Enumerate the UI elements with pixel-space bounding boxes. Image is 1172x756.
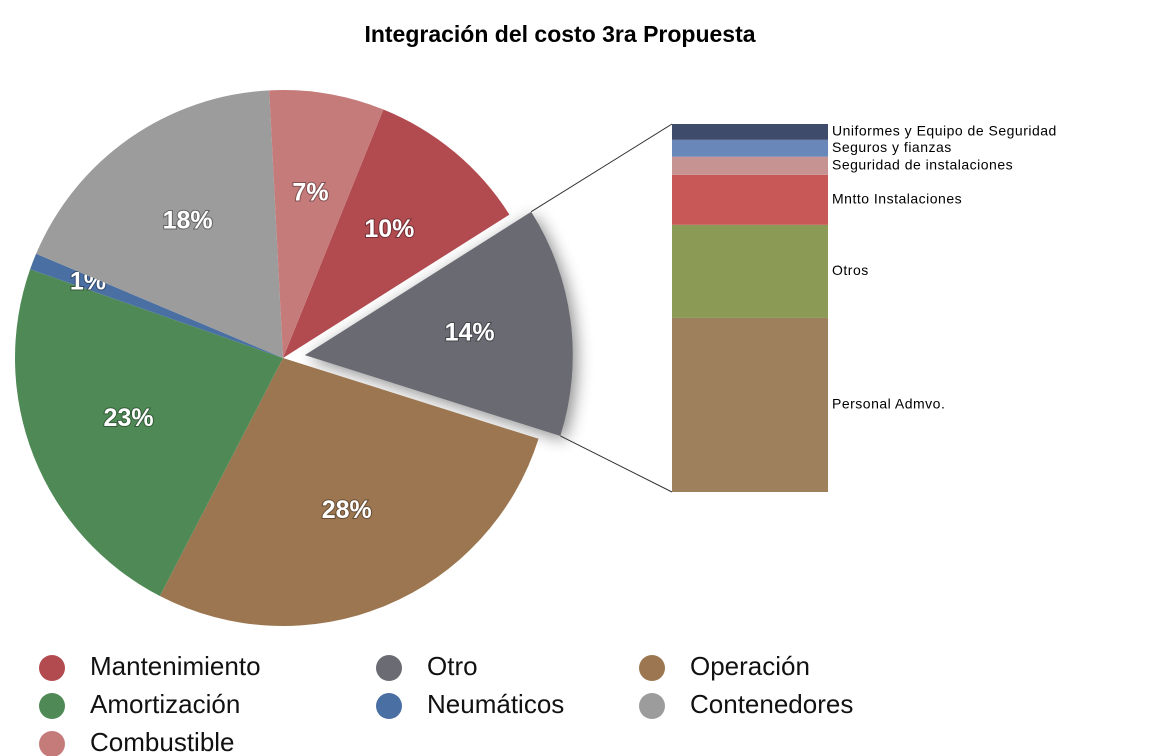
legend-swatch [376,693,402,719]
legend-label: Operación [690,651,810,681]
legend-label: Combustible [90,727,235,756]
legend-label: Contenedores [690,689,853,719]
legend-label: Mantenimiento [90,651,261,681]
segment-label: Seguridad de instalaciones [832,156,1013,172]
segment-label: Otros [832,262,869,278]
pie-slice [30,253,283,358]
pie-slice [269,89,384,358]
connector [560,435,673,493]
segment-label: Mntto Instalaciones [832,191,962,207]
legend-swatch [639,693,665,719]
bar-segment [672,224,828,318]
slice-label: 14% [445,318,495,346]
bar-segment [672,139,828,157]
pie-slice [283,109,510,358]
slice-label: 28% [322,496,372,524]
legend-swatch [376,655,402,681]
connector [530,123,673,213]
slice-label: 7% [292,179,328,207]
legend-label: Otro [427,651,478,681]
segment-label: Uniformes y Equipo de Seguridad [832,123,1057,139]
legend-swatch [39,731,65,756]
bar-segment [672,317,828,492]
segment-label: Personal Admvo. [832,396,945,412]
slice-label: 18% [163,207,213,235]
pie-slice [36,90,283,359]
chart-title: Integración del costo 3ra Propuesta [364,21,755,47]
bar-segment [672,156,828,175]
pie-slice [14,269,283,597]
bar-segment [672,174,828,225]
legend-label: Neumáticos [427,689,564,719]
slice-label: 23% [104,404,154,432]
legend-swatch [39,693,65,719]
bar-segment [672,124,828,140]
segment-label: Seguros y fianzas [832,139,952,155]
pie-slice [304,211,573,436]
pie-slice [159,358,539,626]
legend-swatch [639,655,665,681]
legend-swatch [39,655,65,681]
legend-label: Amortización [90,689,240,719]
slice-label: 10% [364,215,414,243]
